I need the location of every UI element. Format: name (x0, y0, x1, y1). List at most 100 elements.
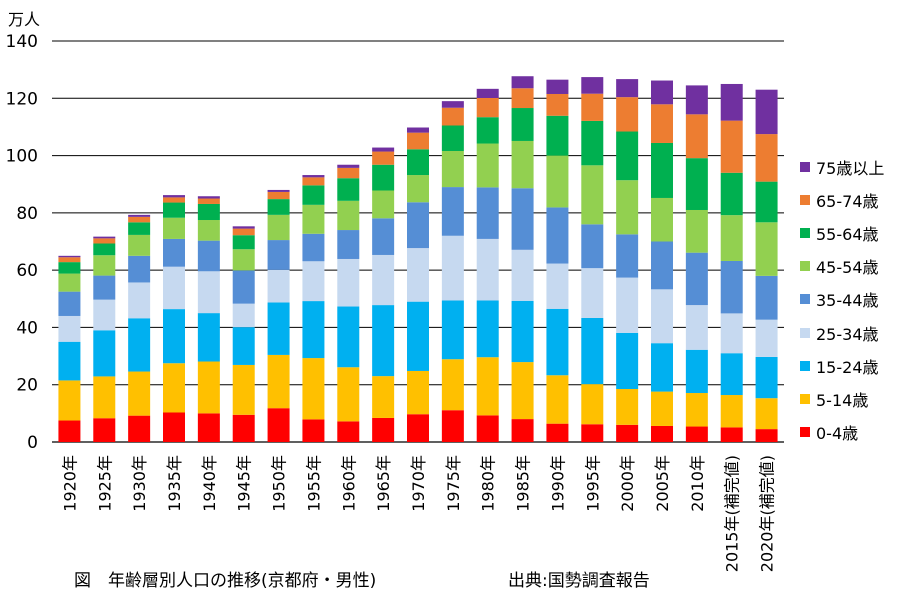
bar-segment (267, 269, 290, 303)
y-tick-label: 60 (16, 261, 38, 281)
x-tick-label: 1930年 (130, 455, 149, 512)
bar-segment (476, 415, 499, 442)
bar-segment (337, 230, 360, 259)
bar-segment (58, 291, 81, 316)
y-tick-label: 140 (6, 32, 38, 52)
bar-segment (197, 203, 220, 221)
bar-segment (755, 222, 778, 276)
bar-segment (58, 341, 81, 381)
bar-segment (651, 241, 673, 290)
y-tick-label: 40 (16, 318, 38, 338)
bar-segment (651, 197, 673, 242)
bar-segment (441, 235, 464, 301)
bar-segment (58, 262, 81, 274)
legend-swatch (800, 294, 810, 305)
bar-segment (651, 343, 673, 392)
bar-segment (128, 222, 151, 235)
x-tick-label: 1950年 (270, 455, 289, 512)
bar-segment (685, 349, 708, 394)
bar-segment (755, 356, 778, 399)
bar-segment (372, 218, 395, 255)
bar-segment (755, 89, 778, 135)
bar-segment (511, 362, 534, 420)
bar-segment (581, 165, 604, 225)
bar-segment (372, 151, 395, 165)
bar-segment (511, 419, 534, 442)
legend-label: 5-14歳 (816, 390, 869, 410)
y-tick-label: 80 (16, 204, 38, 224)
bar-segment (93, 418, 116, 442)
x-tick-label: 1965年 (374, 455, 393, 512)
bar-segment (651, 391, 673, 426)
legend-swatch (800, 227, 810, 238)
bar-segment (197, 271, 220, 314)
legend-label: 55-64歳 (816, 224, 879, 244)
bar-segment (302, 301, 325, 359)
bar-segment (128, 214, 151, 217)
bar-segment (232, 228, 255, 236)
bar-segment (337, 167, 360, 179)
bar-segment (302, 419, 325, 442)
bar-segment (441, 150, 464, 188)
bar-segment (581, 224, 604, 269)
legend-label: 65-74歳 (816, 191, 879, 211)
legend-swatch (800, 161, 810, 172)
bar-segment (616, 332, 639, 390)
bar-segment (302, 175, 325, 178)
bar-segment (581, 77, 604, 94)
legend-swatch (800, 427, 810, 438)
legend-label: 45-54歳 (816, 258, 879, 278)
bar-segment (476, 357, 499, 416)
bar-segment (163, 202, 185, 218)
bar-segment (267, 189, 290, 192)
bar-segment (685, 252, 708, 306)
bar-segment (232, 235, 255, 250)
bar-segment (441, 187, 464, 236)
legend-item: 75歳以上 (800, 150, 884, 183)
x-tick-label: 2015年(補完値) (723, 455, 742, 572)
bar-segment (232, 327, 255, 365)
bar-segment (511, 300, 534, 363)
legend-label: 75歳以上 (816, 158, 885, 178)
bar-segment (163, 363, 185, 413)
bar-segment (581, 120, 604, 166)
bar-segment (511, 140, 534, 189)
x-tick-label: 1945年 (235, 455, 254, 512)
legend-swatch (800, 393, 810, 404)
bar-segment (476, 300, 499, 358)
bar-segment (511, 188, 534, 250)
bar-segment (616, 97, 639, 132)
x-tick-label: 1975年 (444, 455, 463, 512)
legend-item: 15-24歳 (800, 349, 884, 382)
bar-segment (407, 370, 429, 415)
legend-label: 35-44歳 (816, 291, 879, 311)
bar-segment (93, 376, 116, 419)
bar-segment (128, 234, 151, 256)
bar-segment (651, 289, 673, 344)
bar-segment (755, 275, 778, 320)
bar-segment (441, 107, 464, 126)
bar-segment (685, 209, 708, 253)
bar-segment (581, 384, 604, 425)
bar-segment (197, 240, 220, 272)
legend-item: 55-64歳 (800, 216, 884, 249)
bar-segment (232, 226, 255, 229)
bar-segment (407, 301, 429, 371)
bar-segment (720, 172, 743, 216)
bar-segment (685, 305, 708, 350)
bar-segment (163, 238, 185, 267)
bar-segment (58, 420, 81, 442)
bar-segment (93, 255, 116, 276)
bar-segment (651, 142, 673, 198)
bar-segment (441, 410, 464, 442)
bar-segment (720, 313, 743, 354)
legend-label: 15-24歳 (816, 357, 879, 377)
bar-segment (616, 180, 639, 235)
bar-segment (58, 315, 81, 342)
bar-segment (441, 300, 464, 360)
x-tick-label: 1985年 (514, 455, 533, 512)
bar-segment (685, 85, 708, 115)
bar-segment (685, 426, 708, 442)
bar-segment (651, 80, 673, 105)
